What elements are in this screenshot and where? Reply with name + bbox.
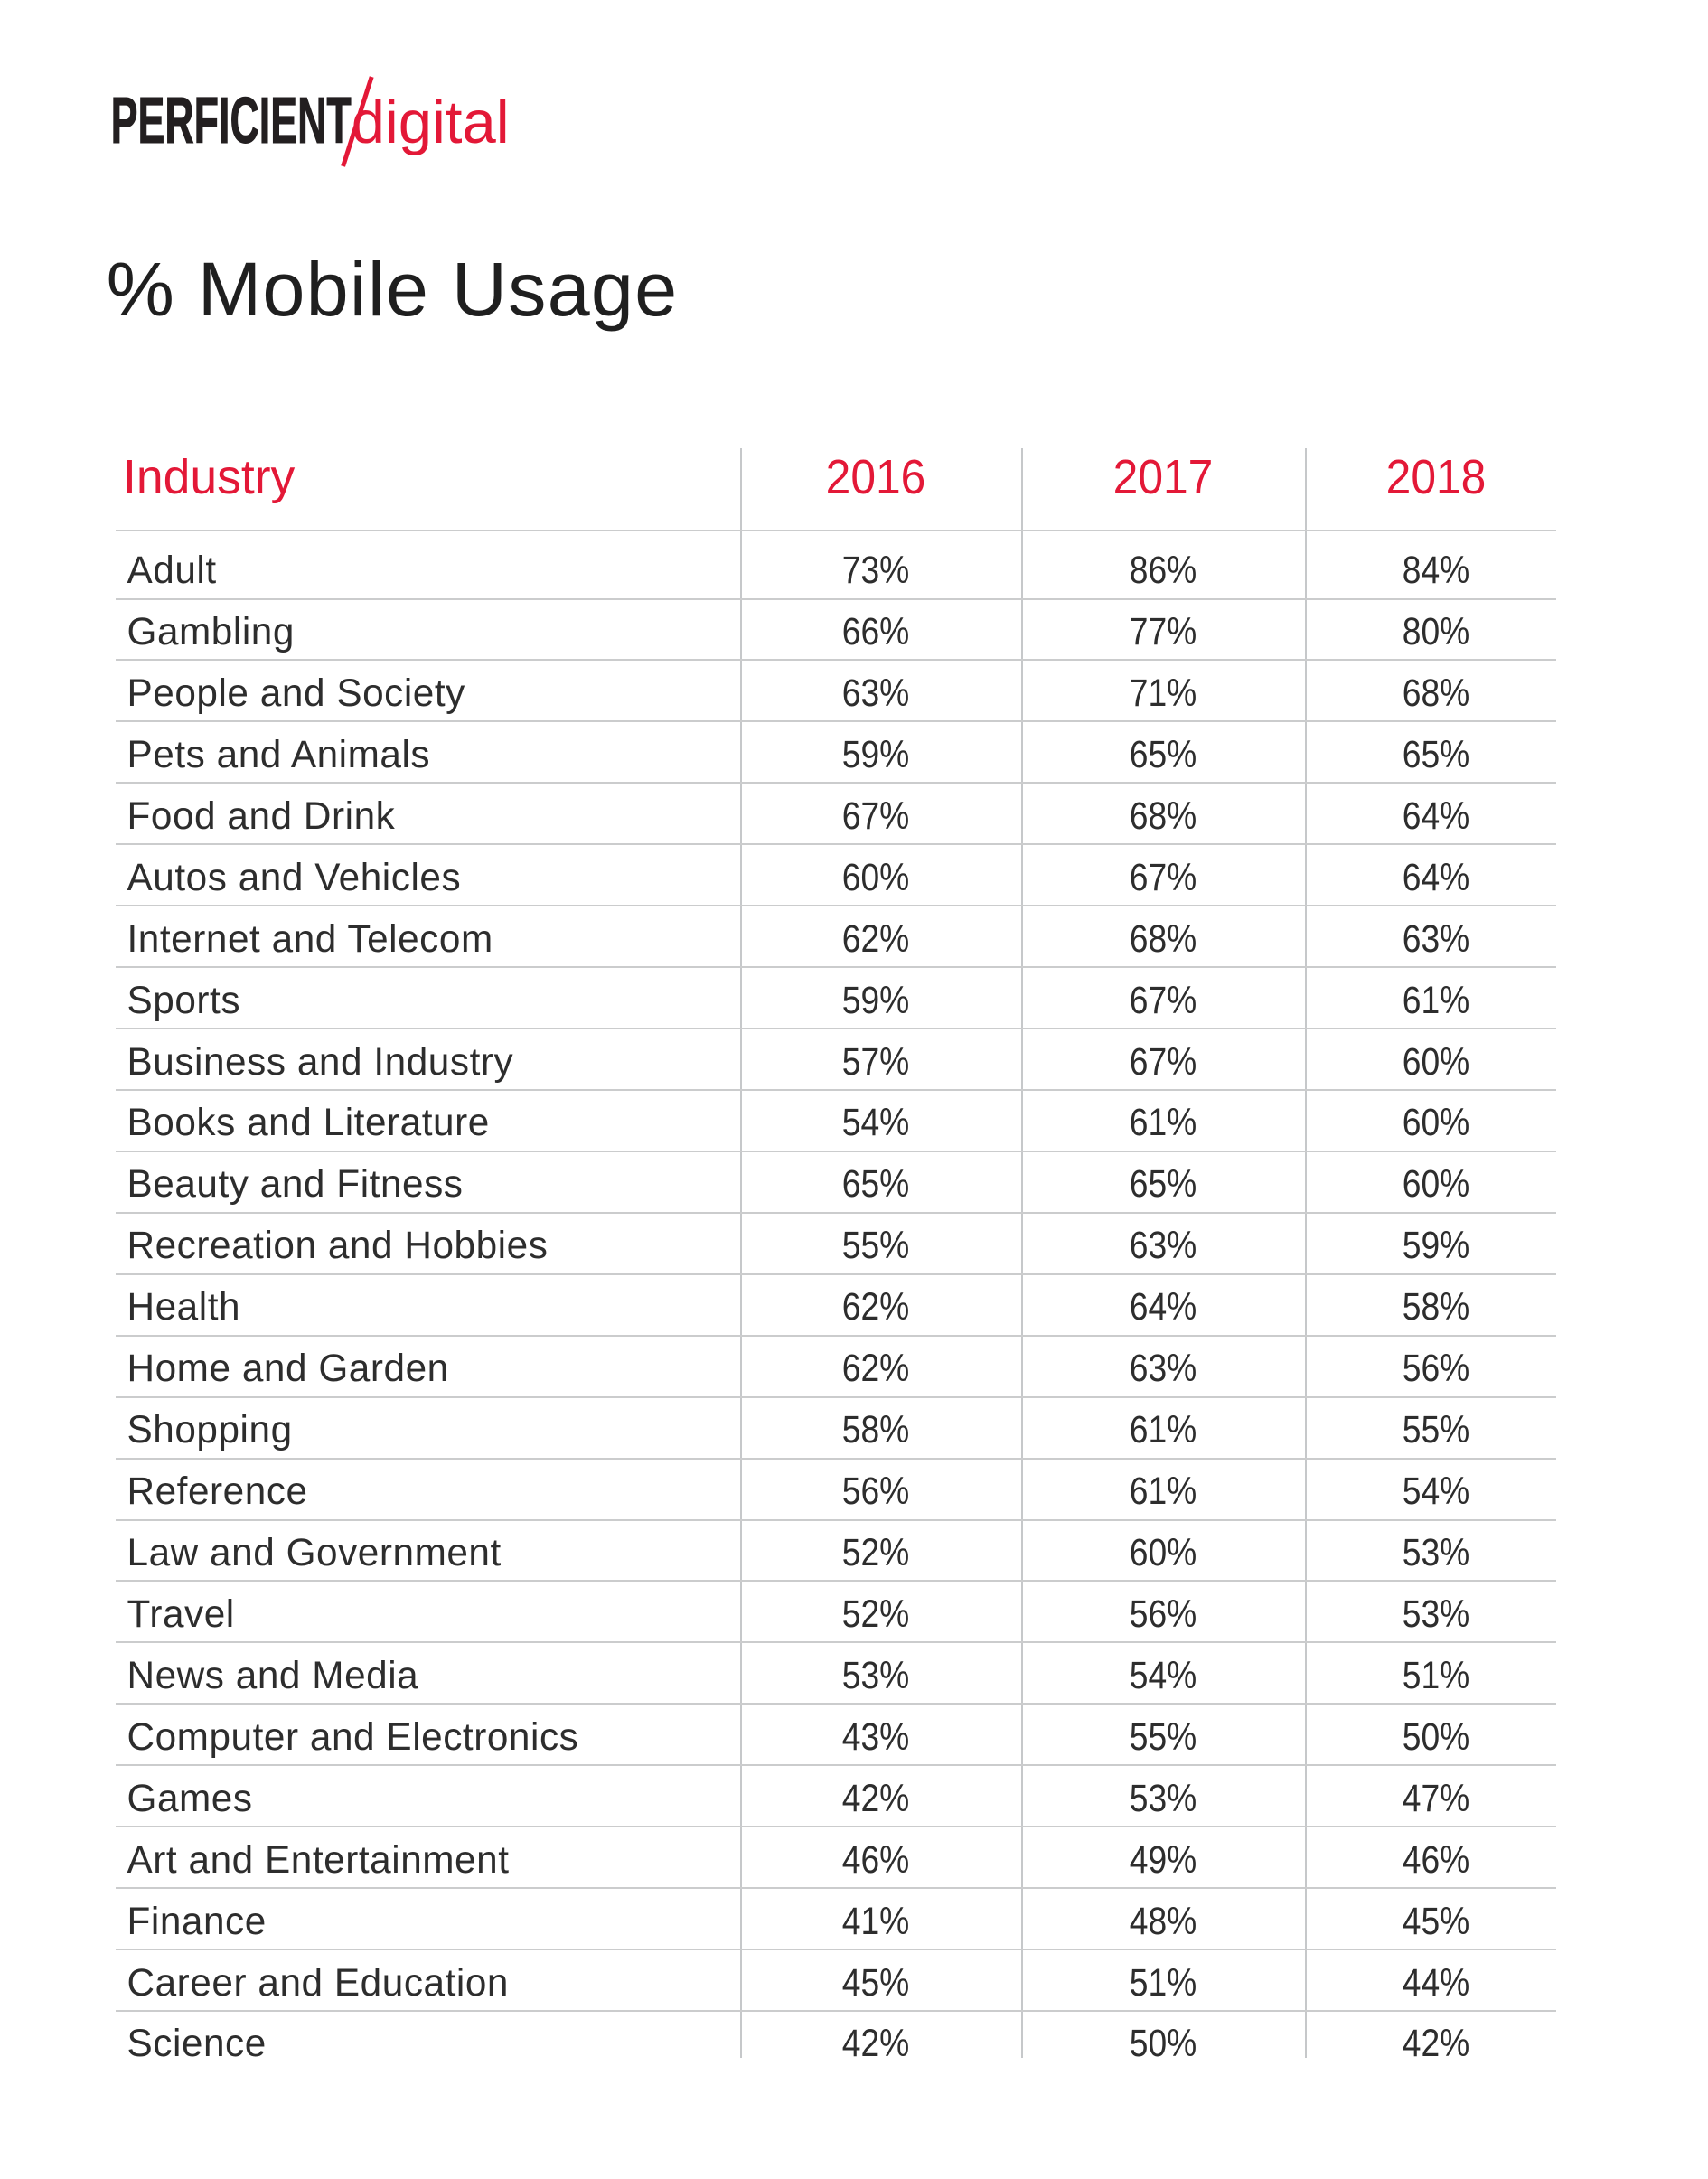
svg-text:PERFICIENT: PERFICIENT — [111, 84, 352, 156]
svg-text:digital: digital — [352, 89, 510, 156]
